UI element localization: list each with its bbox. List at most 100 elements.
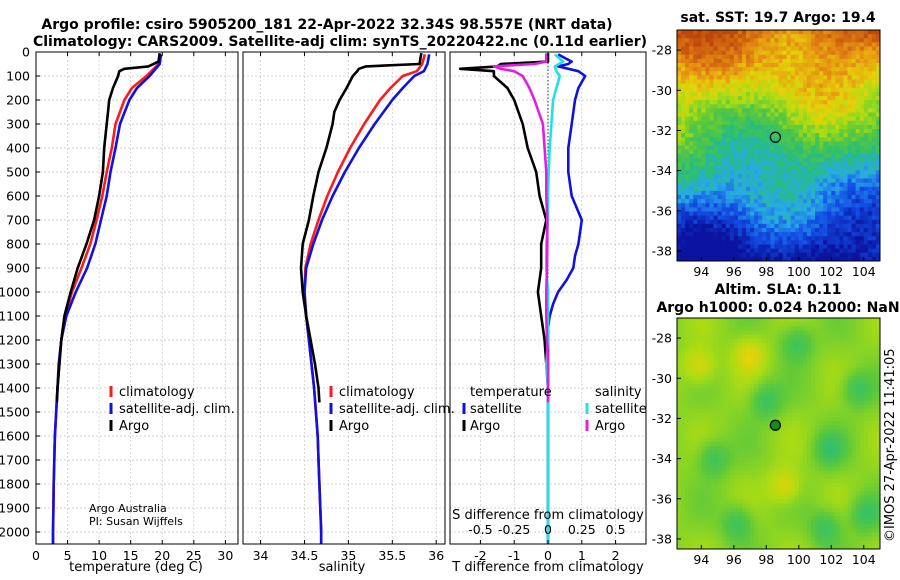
heatmap-cell: [815, 421, 820, 426]
heatmap-cell: [802, 162, 808, 167]
heatmap-cell: [685, 326, 690, 331]
heatmap-cell: [705, 34, 710, 39]
heatmap-cell: [681, 351, 686, 356]
heatmap-cell: [741, 63, 747, 68]
heatmap-cell: [835, 404, 840, 410]
heatmap-cell: [746, 421, 751, 426]
heatmap-cell: [729, 445, 735, 451]
heatmap-cell: [786, 240, 792, 246]
heatmap-cell: [790, 203, 796, 208]
heatmap-cell: [851, 91, 857, 97]
heatmap-cell: [810, 223, 816, 229]
heatmap-cell: [810, 38, 816, 43]
heatmap-cell: [774, 346, 779, 352]
heatmap-cell: [827, 71, 832, 76]
heatmap-cell: [859, 54, 865, 60]
heatmap-cell: [750, 215, 755, 221]
heatmap-cell: [697, 54, 702, 60]
heatmap-cell: [713, 157, 719, 163]
heatmap-cell: [713, 318, 719, 323]
heatmap-cell: [709, 83, 715, 89]
heatmap-cell: [685, 203, 690, 208]
heatmap-cell: [790, 388, 796, 393]
heatmap-cell: [733, 58, 739, 64]
heatmap-cell: [725, 334, 731, 340]
heatmap-cell: [875, 100, 880, 105]
heatmap-cell: [839, 396, 844, 402]
heatmap-cell: [790, 153, 796, 159]
heatmap-cell: [786, 87, 792, 93]
heatmap-cell: [721, 392, 727, 397]
heatmap-cell: [831, 34, 836, 39]
heatmap-cell: [831, 83, 836, 89]
heatmap-cell: [815, 30, 820, 35]
heatmap-cell: [819, 363, 824, 369]
heatmap-cell: [794, 351, 800, 356]
heatmap-cell: [831, 215, 836, 221]
heatmap-cell: [839, 79, 844, 85]
heatmap-cell: [786, 232, 792, 237]
heatmap-cell: [786, 190, 792, 196]
heatmap-cell: [689, 437, 694, 443]
heatmap-cell: [713, 342, 719, 348]
heatmap-cell: [863, 108, 869, 114]
heatmap-cell: [843, 322, 849, 327]
heatmap-cell: [859, 46, 865, 52]
heatmap-cell: [762, 421, 767, 426]
heatmap-cell: [839, 236, 844, 241]
heatmap-cell: [746, 203, 751, 208]
heatmap-cell: [705, 170, 710, 175]
heatmap-cell: [709, 34, 715, 39]
heatmap-cell: [851, 371, 857, 377]
heatmap-cell: [693, 236, 698, 241]
heatmap-cell: [778, 244, 784, 250]
heatmap-cell: [827, 54, 832, 60]
heatmap-cell: [847, 417, 853, 422]
heatmap-cell: [705, 104, 710, 109]
heatmap-cell: [754, 470, 759, 476]
heatmap-cell: [766, 232, 771, 237]
heatmap-cell: [701, 195, 706, 200]
heatmap-cell: [721, 346, 727, 352]
heatmap-cell: [746, 166, 751, 171]
heatmap-cell: [685, 112, 690, 118]
heatmap-cell: [758, 392, 763, 397]
heatmap-cell: [786, 96, 792, 101]
heatmap-cell: [766, 120, 771, 126]
sla-map-title: Altim. SLA: 0.11: [714, 282, 841, 298]
heatmap-cell: [859, 441, 865, 447]
heatmap-cell: [839, 470, 844, 476]
heatmap-cell: [794, 108, 800, 114]
heatmap-cell: [709, 408, 715, 414]
heatmap-cell: [689, 450, 694, 455]
heatmap-cell: [717, 252, 723, 258]
heatmap-cell: [733, 412, 739, 418]
heatmap-cell: [810, 363, 816, 369]
heatmap-cell: [794, 392, 800, 397]
heatmap-cell: [762, 145, 767, 151]
heatmap-cell: [875, 384, 880, 389]
heatmap-cell: [689, 326, 694, 331]
heatmap-cell: [741, 359, 747, 364]
heatmap-cell: [729, 174, 735, 180]
heatmap-cell: [750, 63, 755, 68]
heatmap-cell: [689, 351, 694, 356]
heatmap-cell: [863, 215, 869, 221]
heatmap-cell: [681, 108, 686, 114]
heatmap-cell: [729, 67, 735, 72]
heatmap-cell: [681, 75, 686, 81]
heatmap-cell: [733, 116, 739, 122]
heatmap-cell: [713, 215, 719, 221]
heatmap-cell: [847, 330, 853, 336]
heatmap-cell: [867, 186, 873, 192]
heatmap-cell: [758, 334, 763, 340]
heatmap-cell: [705, 50, 710, 56]
heatmap-cell: [750, 120, 755, 126]
heatmap-cell: [717, 326, 723, 331]
heatmap-cell: [689, 199, 694, 204]
heatmap-cell: [871, 195, 877, 200]
heatmap-cell: [794, 223, 800, 229]
heatmap-cell: [867, 355, 873, 360]
ytick-label: 100: [6, 69, 30, 84]
heatmap-cell: [774, 384, 779, 389]
